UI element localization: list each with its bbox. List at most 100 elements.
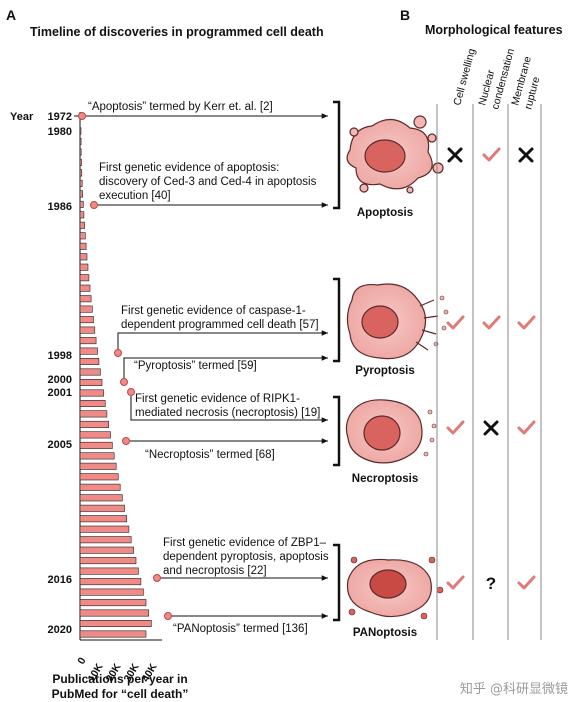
event-label: “Pyroptosis” termed [59] — [134, 360, 257, 372]
event-marker — [127, 388, 135, 396]
publication-bar — [79, 337, 97, 345]
publication-bar — [79, 263, 89, 271]
event-arrow — [123, 355, 328, 378]
year-tick: 1998 — [48, 350, 72, 362]
publication-bar — [79, 347, 98, 355]
publication-bar — [79, 410, 108, 418]
panoptosis-cell-illustration — [346, 556, 444, 620]
panel-b-letter: B — [400, 7, 410, 23]
publication-bar — [79, 399, 106, 407]
event-arrows — [78, 112, 328, 620]
publication-bar — [79, 462, 117, 470]
event-marker — [90, 201, 98, 209]
check-icon — [517, 315, 536, 330]
bracket-apoptosis — [333, 100, 341, 210]
year-tick: 1986 — [48, 201, 72, 213]
event-label: and necroptosis [22] — [163, 565, 267, 577]
watermark: 知乎 @科研显微镜 — [460, 681, 568, 697]
cell-type-label: Pyroptosis — [355, 365, 414, 377]
publication-bar — [79, 441, 113, 449]
publication-bar — [79, 483, 121, 491]
event-arrow — [130, 396, 328, 423]
event-label: dependent programmed cell death [57] — [121, 319, 319, 331]
publication-bar — [79, 389, 104, 397]
publication-bar — [79, 326, 96, 334]
publication-bar — [79, 179, 83, 187]
publication-bar — [79, 494, 123, 502]
event-label: dependent pyroptosis, apoptosis — [163, 551, 329, 563]
year-label: Year — [10, 111, 34, 123]
publication-bar — [79, 190, 84, 198]
bracket-necroptosis — [333, 395, 341, 467]
publication-bar — [79, 221, 85, 229]
publication-bar — [79, 473, 119, 481]
event-label: discovery of Ced-3 and Ced-4 in apoptosi… — [99, 176, 317, 188]
publication-bar — [79, 295, 92, 303]
publication-bar — [79, 127, 82, 135]
publication-bar — [79, 284, 91, 292]
check-icon — [517, 420, 536, 435]
question-icon: ? — [486, 574, 496, 593]
feature-column-headers: Cell swelling Nuclear condensation Membr… — [451, 47, 542, 111]
cell-type-label: Necroptosis — [352, 473, 418, 485]
publication-bar — [79, 630, 147, 638]
feature-column-dividers — [436, 104, 542, 640]
year-axis-labels: 1972 1980 1986 1998 2000 2001 2005 2016 … — [48, 111, 72, 636]
publication-bar — [79, 357, 100, 365]
event-label: First genetic evidence of RIPK1- — [135, 393, 300, 405]
apoptosis-cell-illustration — [346, 115, 444, 194]
publication-bar — [79, 148, 82, 156]
year-tick: 1972 — [48, 111, 72, 123]
event-label: First genetic evidence of caspase-1- — [121, 305, 306, 317]
event-marker — [114, 349, 122, 357]
feature-marks: ? — [446, 147, 536, 593]
cell-type-label: PANoptosis — [353, 627, 417, 639]
panel-a-title: Timeline of discoveries in programmed ce… — [30, 25, 324, 39]
publication-bar — [79, 200, 84, 208]
publication-bar — [79, 316, 94, 324]
pyroptosis-cell-illustration — [346, 283, 449, 360]
event-marker — [120, 378, 128, 386]
year-tick: 2001 — [48, 387, 72, 399]
event-label: First genetic evidence of apoptosis: — [99, 162, 279, 174]
cross-icon — [483, 420, 499, 436]
x-axis-label-line: PubMed for “cell death” — [52, 687, 189, 701]
event-marker — [122, 437, 130, 445]
publication-bar — [79, 557, 137, 565]
cross-icon — [447, 147, 463, 163]
column-header-cell-swelling: Cell swelling — [451, 47, 478, 107]
publication-bar — [79, 305, 93, 313]
check-icon — [446, 420, 465, 435]
publication-bar — [79, 242, 87, 250]
year-tick: 2020 — [48, 624, 72, 636]
bracket-pyroptosis — [333, 277, 341, 363]
panel-a-letter: A — [6, 7, 16, 23]
year-tick: 2016 — [48, 574, 72, 586]
publication-bar — [79, 274, 90, 282]
check-icon — [482, 315, 501, 330]
check-icon — [482, 147, 501, 162]
event-label: “Apoptosis” termed by Kerr et. al. [2] — [88, 101, 273, 113]
event-label: “PANoptosis” termed [136] — [173, 623, 308, 635]
publication-bar — [79, 546, 134, 554]
year-tick: 1980 — [48, 126, 72, 138]
publication-bar — [79, 536, 132, 544]
publication-bar — [79, 169, 83, 177]
cross-icon — [518, 147, 534, 163]
publication-bar — [79, 368, 101, 376]
publication-bar — [79, 609, 149, 617]
panel-b-title: Morphological features — [425, 23, 563, 37]
publication-bar — [79, 452, 115, 460]
publication-bar — [79, 378, 103, 386]
publication-bar — [79, 158, 82, 166]
x-axis-label-line: Publications per year in — [52, 672, 187, 686]
publication-bar — [79, 619, 152, 627]
publication-bar — [79, 525, 130, 533]
publication-bar — [79, 515, 128, 523]
event-label: mediated necrosis (necroptosis) [19] — [135, 407, 320, 419]
publication-bar — [79, 420, 110, 428]
cell-brackets — [333, 100, 341, 622]
event-labels: “Apoptosis” termed by Kerr et. al. [2] F… — [88, 101, 329, 635]
publication-bar — [79, 253, 88, 261]
